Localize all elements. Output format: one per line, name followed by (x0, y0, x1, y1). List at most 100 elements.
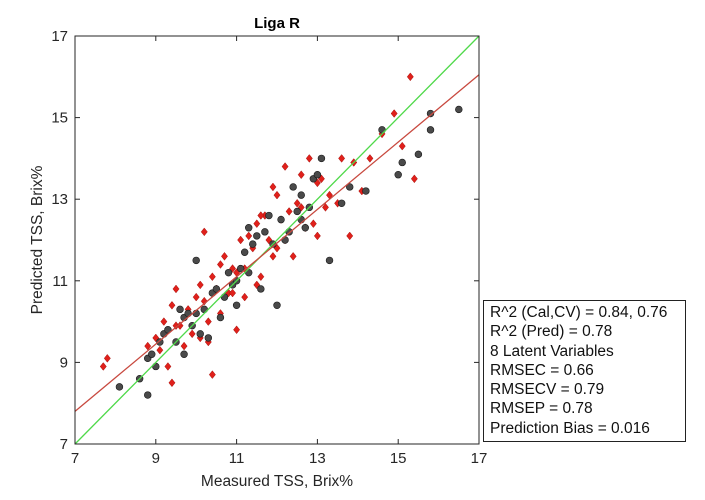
data-point-circle (414, 150, 423, 159)
data-point-diamond (241, 292, 249, 302)
data-point-circle (317, 154, 326, 163)
stat-r2-pred: R^2 (Pred) = 0.78 (490, 323, 613, 341)
x-tick-label: 9 (152, 450, 160, 467)
data-point-circle (273, 301, 281, 309)
data-point-diamond (176, 321, 184, 330)
data-point-diamond (216, 260, 224, 269)
regression-line (74, 74, 480, 412)
data-point-circle (257, 285, 265, 293)
data-point-diamond (233, 325, 241, 335)
data-point-diamond (346, 231, 354, 241)
y-axis-label: Predicted TSS, Brix% (29, 165, 46, 314)
data-point-diamond (305, 154, 313, 163)
data-point-circle (180, 350, 188, 358)
data-point-diamond (289, 252, 297, 261)
data-point-circle (301, 224, 309, 232)
data-point-circle (362, 187, 370, 195)
data-point-diamond (168, 378, 176, 388)
data-point-circle (426, 126, 435, 134)
data-point-circle (313, 171, 322, 179)
data-point-circle (325, 256, 334, 265)
data-point-diamond (338, 154, 346, 163)
stat-latent-variables: 8 Latent Variables (490, 342, 614, 360)
stat-r2-cal-cv: R^2 (Cal,CV) = 0.84, 0.76 (490, 304, 668, 321)
data-point-circle (156, 338, 164, 346)
data-point-circle (398, 158, 406, 167)
data-point-circle (253, 232, 261, 240)
data-point-diamond (269, 182, 277, 192)
y-tick-label: 11 (52, 273, 68, 290)
data-point-diamond (293, 198, 301, 208)
data-point-diamond (366, 154, 374, 163)
stat-prediction-bias: Prediction Bias = 0.016 (490, 419, 650, 437)
data-point-diamond (313, 231, 321, 241)
data-point-circle (192, 256, 200, 265)
data-point-circle (176, 305, 184, 314)
data-point-circle (148, 350, 156, 358)
data-point-circle (265, 211, 273, 220)
data-point-circle (144, 391, 152, 399)
data-point-circle (236, 264, 245, 273)
data-point-diamond (257, 272, 265, 282)
data-point-diamond (103, 354, 111, 363)
data-point-diamond (196, 280, 204, 290)
data-point-circle (455, 105, 463, 114)
data-point-diamond (245, 231, 253, 241)
data-point-diamond (309, 219, 317, 228)
data-point-circle (196, 330, 204, 338)
y-tick-label: 13 (51, 191, 68, 208)
data-point-circle (240, 248, 249, 256)
statistics-box: R^2 (Cal,CV) = 0.84, 0.76 R^2 (Pred) = 0… (483, 300, 686, 443)
data-point-diamond (253, 219, 261, 228)
x-axis-label: Measured TSS, Brix% (201, 473, 353, 490)
data-point-diamond (172, 284, 180, 294)
data-point-diamond (406, 72, 414, 82)
data-point-diamond (208, 272, 216, 282)
data-point-diamond (156, 345, 164, 355)
data-point-diamond (200, 227, 208, 237)
data-point-diamond (322, 203, 329, 212)
stat-rmsep: RMSEP = 0.78 (490, 400, 593, 418)
x-tick-label: 17 (471, 450, 488, 467)
data-point-circle (224, 268, 233, 277)
data-point-diamond (180, 341, 188, 351)
data-point-circle (297, 191, 305, 199)
x-tick-label: 13 (309, 450, 326, 467)
data-point-diamond (164, 362, 172, 371)
y-tick-label: 9 (60, 354, 68, 371)
x-tick-label: 7 (71, 450, 79, 467)
data-point-circle (289, 183, 297, 191)
x-tick-label: 11 (229, 450, 245, 467)
data-point-circle (249, 240, 257, 248)
data-point-diamond (99, 362, 107, 371)
data-point-diamond (285, 207, 293, 216)
data-point-circle (115, 383, 124, 391)
data-point-diamond (229, 264, 237, 273)
data-point-circle (277, 215, 285, 224)
data-point-circle (346, 183, 354, 191)
data-point-diamond (410, 174, 418, 184)
data-point-circle (337, 199, 346, 207)
data-point-diamond (160, 317, 168, 326)
data-point-diamond (192, 292, 200, 302)
data-point-diamond (237, 235, 245, 245)
data-point-diamond (168, 300, 176, 310)
data-point-diamond (188, 329, 196, 339)
data-point-diamond (221, 252, 228, 261)
data-point-circle (245, 224, 253, 232)
data-point-diamond (257, 211, 265, 220)
data-point-circle (261, 228, 269, 236)
data-point-diamond (297, 170, 305, 180)
stat-rmsec: RMSEC = 0.66 (490, 361, 594, 379)
data-point-diamond (208, 370, 216, 379)
data-point-diamond (229, 288, 237, 298)
data-point-diamond (269, 252, 277, 261)
y-tick-label: 17 (51, 28, 68, 45)
y-tick-label: 15 (51, 110, 68, 127)
stat-rmsecv: RMSECV = 0.79 (490, 381, 605, 399)
chart-title: Liga R (254, 15, 300, 32)
data-point-circle (232, 301, 241, 309)
data-point-circle (293, 207, 301, 216)
plot-frame (74, 35, 480, 445)
